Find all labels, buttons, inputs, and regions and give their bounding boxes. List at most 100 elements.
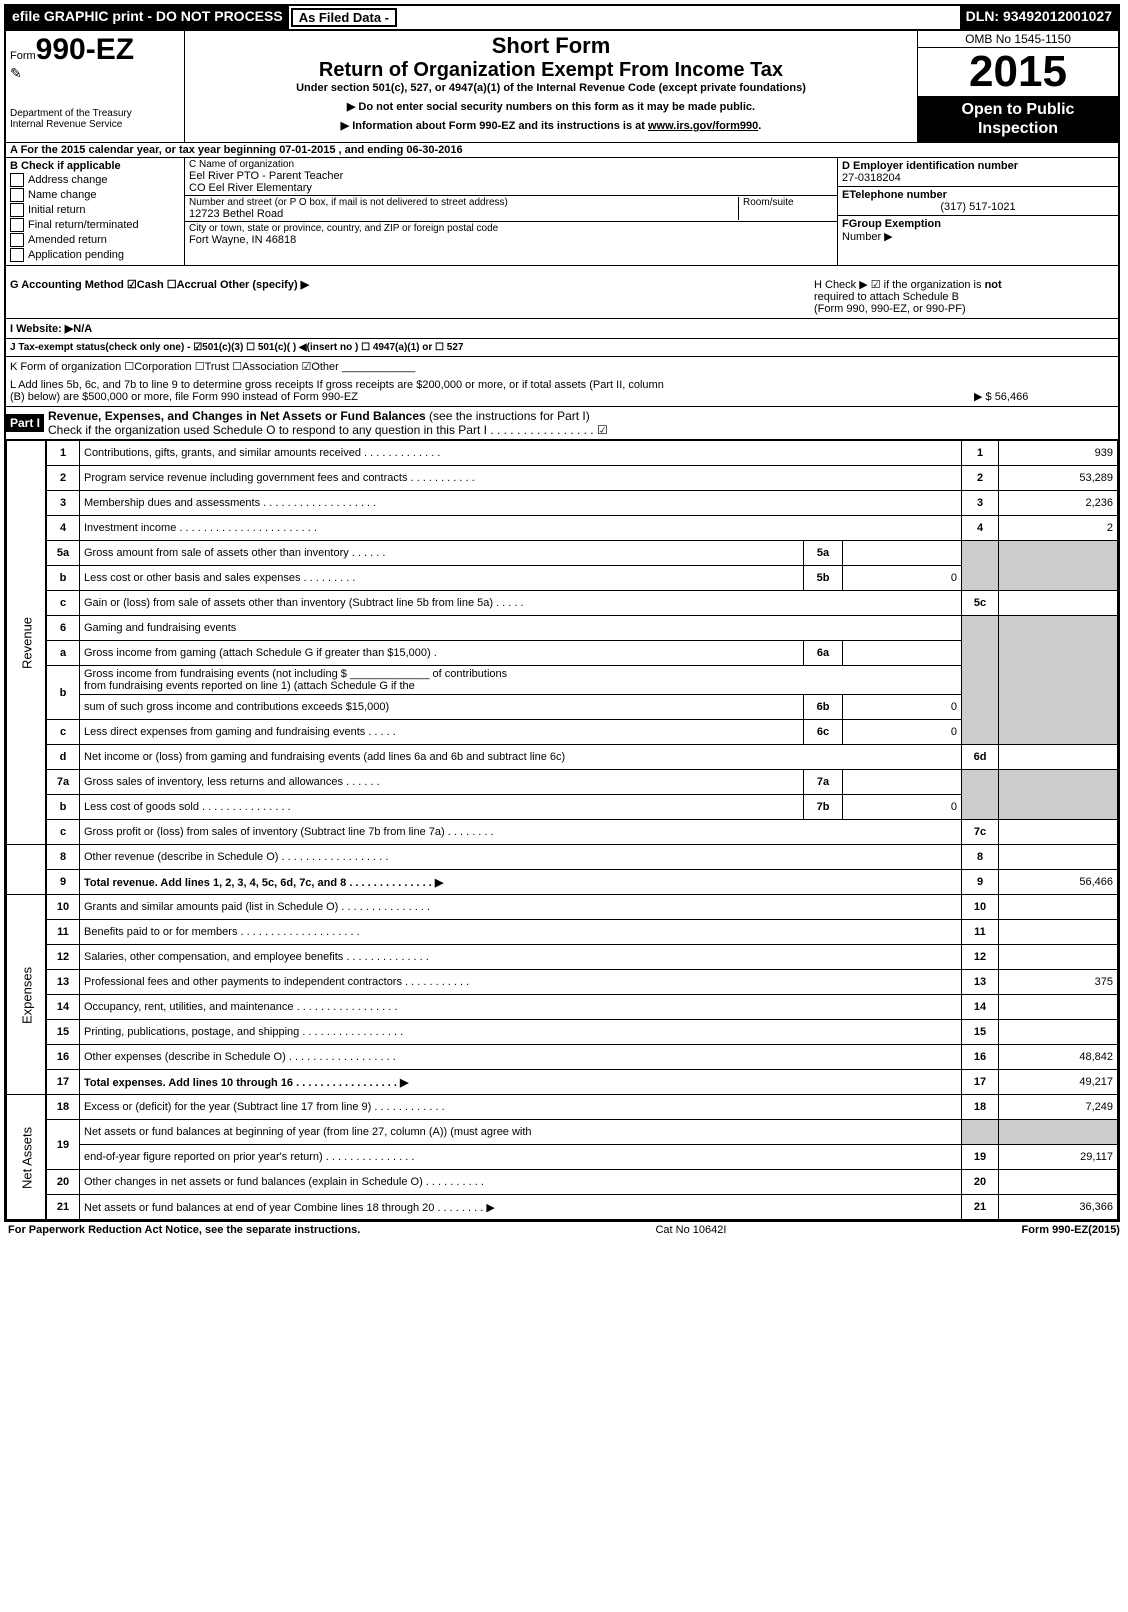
line-10-desc: Grants and similar amounts paid (list in… <box>80 895 962 920</box>
line-3-desc: Membership dues and assessments . . . . … <box>80 491 962 516</box>
line-l-amount: ▶ $ 56,466 <box>974 390 1114 403</box>
arrow-2-prefix: ▶ Information about Form 990-EZ and its … <box>341 120 648 132</box>
h-check-3: (Form 990, 990-EZ, or 990-PF) <box>814 303 1114 315</box>
irs-link[interactable]: www.irs.gov/form990 <box>648 120 758 132</box>
line-21-amt: 36,366 <box>999 1195 1118 1220</box>
subtitle: Under section 501(c), 527, or 4947(a)(1)… <box>191 82 911 94</box>
line-20-ln: 20 <box>962 1170 999 1195</box>
line-15-ln: 15 <box>962 1020 999 1045</box>
open-public-1: Open to Public <box>920 100 1116 119</box>
line-6a-desc: Gross income from gaming (attach Schedul… <box>80 641 804 666</box>
line-17-desc: Total expenses. Add lines 10 through 16 … <box>80 1070 962 1095</box>
line-15-num: 15 <box>46 1020 80 1045</box>
line-3-ln: 3 <box>962 491 999 516</box>
gray-cell <box>999 1120 1118 1145</box>
line-5c-num: c <box>46 591 80 616</box>
line-12-num: 12 <box>46 945 80 970</box>
street-val: 12723 Bethel Road <box>189 208 738 220</box>
line-20-desc: Other changes in net assets or fund bala… <box>80 1170 962 1195</box>
f-label: FGroup Exemption <box>842 218 941 230</box>
line-9-amt: 56,466 <box>999 870 1118 895</box>
line-13-amt: 375 <box>999 970 1118 995</box>
line-4-num: 4 <box>46 516 80 541</box>
gray-cell <box>962 1120 999 1145</box>
checkbox-icon[interactable] <box>10 173 24 187</box>
part1-label: Part I <box>6 414 44 432</box>
checkbox-icon[interactable] <box>10 218 24 232</box>
line-5a-desc: Gross amount from sale of assets other t… <box>80 541 804 566</box>
checkbox-icon[interactable] <box>10 248 24 262</box>
checkbox-icon[interactable] <box>10 188 24 202</box>
header: Form990-EZ ✎ Department of the Treasury … <box>6 31 1118 143</box>
city-val: Fort Wayne, IN 46818 <box>189 234 833 246</box>
chk-amended: Amended return <box>28 234 107 246</box>
line-4-ln: 4 <box>962 516 999 541</box>
gray-cell <box>999 616 1118 745</box>
line-7b-sub: 7b <box>804 795 843 820</box>
line-8-num: 8 <box>46 845 80 870</box>
line-6d-amt <box>999 745 1118 770</box>
line-10-num: 10 <box>46 895 80 920</box>
line-6c-sub: 6c <box>804 720 843 745</box>
netassets-sidelabel: Net Assets <box>7 1095 47 1220</box>
line-6b-sub: 6b <box>804 695 843 720</box>
line-4-amt: 2 <box>999 516 1118 541</box>
line-11-amt <box>999 920 1118 945</box>
line-5a-sub: 5a <box>804 541 843 566</box>
open-to-public: Open to Public Inspection <box>918 96 1118 142</box>
form-number: 990-EZ <box>36 33 134 66</box>
gray-cell <box>999 541 1118 591</box>
expenses-sidelabel: Expenses <box>7 895 47 1095</box>
line-6b-desc1: Gross income from fundraising events (no… <box>80 666 962 695</box>
footer-right: Form 990-EZ(2015) <box>1022 1224 1120 1236</box>
line-8-amt <box>999 845 1118 870</box>
line-g: G Accounting Method ☑Cash ☐Accrual Other… <box>6 266 1118 318</box>
line-1-ln: 1 <box>962 441 999 466</box>
form-container: efile GRAPHIC print - DO NOT PROCESS As … <box>4 4 1120 1222</box>
arrow-2-suffix: . <box>758 120 761 132</box>
line-21-num: 21 <box>46 1195 80 1220</box>
line-13-ln: 13 <box>962 970 999 995</box>
line-5c-ln: 5c <box>962 591 999 616</box>
line-17-ln: 17 <box>962 1070 999 1095</box>
top-bar: efile GRAPHIC print - DO NOT PROCESS As … <box>6 6 1118 31</box>
line-2-desc: Program service revenue including govern… <box>80 466 962 491</box>
line-7c-ln: 7c <box>962 820 999 845</box>
line-5b-sub: 5b <box>804 566 843 591</box>
line-2-ln: 2 <box>962 466 999 491</box>
col-d: D Employer identification number 27-0318… <box>837 158 1118 265</box>
line-5c-amt <box>999 591 1118 616</box>
line-7c-num: c <box>46 820 80 845</box>
dept-treasury: Department of the Treasury <box>10 108 180 119</box>
as-filed-label: As Filed Data - <box>291 8 397 27</box>
line-6d-ln: 6d <box>962 745 999 770</box>
chk-name: Name change <box>28 189 97 201</box>
checkbox-icon[interactable] <box>10 203 24 217</box>
chk-initial: Initial return <box>28 204 85 216</box>
line-14-amt <box>999 995 1118 1020</box>
line-17-amt: 49,217 <box>999 1070 1118 1095</box>
line-13-num: 13 <box>46 970 80 995</box>
line-5c-desc: Gain or (loss) from sale of assets other… <box>80 591 962 616</box>
footer-mid: Cat No 10642I <box>655 1224 726 1236</box>
line-7b-subval: 0 <box>843 795 962 820</box>
line-15-amt <box>999 1020 1118 1045</box>
chk-pending: Application pending <box>28 249 124 261</box>
line-9-desc: Total revenue. Add lines 1, 2, 3, 4, 5c,… <box>80 870 962 895</box>
line-14-ln: 14 <box>962 995 999 1020</box>
tax-year: 2015 <box>918 48 1118 96</box>
line-9-num: 9 <box>46 870 80 895</box>
col-b-header: B Check if applicable <box>10 160 180 172</box>
gray-cell <box>999 770 1118 820</box>
line-12-ln: 12 <box>962 945 999 970</box>
tax-exempt-line: J Tax-exempt status(check only one) - ☑5… <box>10 342 464 353</box>
line-20-num: 20 <box>46 1170 80 1195</box>
line-19-num: 19 <box>46 1120 80 1170</box>
city-label: City or town, state or province, country… <box>189 223 833 234</box>
line-11-ln: 11 <box>962 920 999 945</box>
ein-val: 27-0318204 <box>842 172 1114 184</box>
line-12-amt <box>999 945 1118 970</box>
line-19-ln: 19 <box>962 1145 999 1170</box>
checkbox-icon[interactable] <box>10 233 24 247</box>
line-9-desc-b: Total revenue. Add lines 1, 2, 3, 4, 5c,… <box>84 877 443 889</box>
